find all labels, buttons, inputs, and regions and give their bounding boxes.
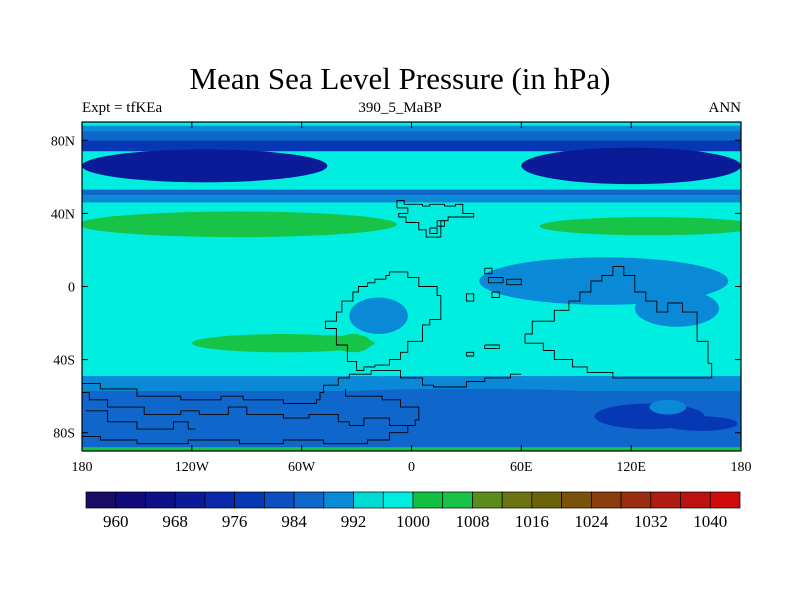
contour-region-north-polar-low-east — [521, 147, 741, 185]
colorbar-box — [353, 491, 384, 509]
contour-region-patch-south-pacific — [649, 399, 687, 415]
coastline-0 — [396, 200, 475, 238]
contour-band-984 — [82, 131, 741, 141]
colorbar-box — [620, 491, 652, 509]
colorbar-box — [650, 491, 681, 509]
lon-tick-label: 60E — [510, 460, 533, 475]
colorbar-box — [145, 491, 176, 509]
colorbar-box — [709, 491, 741, 509]
colorbar-box — [531, 491, 562, 509]
contour-band-976 — [82, 140, 741, 152]
lon-tick-label: 120W — [175, 460, 210, 475]
coastline-5 — [85, 410, 196, 430]
colorbar-label: 1024 — [574, 512, 609, 531]
season-label: ANN — [708, 100, 742, 116]
coastline-7 — [429, 227, 438, 234]
coastline-12 — [491, 291, 500, 298]
colorbar-label: 968 — [162, 512, 188, 531]
plot-title: Mean Sea Level Pressure (in hPa) — [189, 61, 611, 96]
coastline-3 — [82, 370, 522, 404]
lon-tick-label: 120E — [616, 460, 646, 475]
colorbar-box — [501, 491, 533, 509]
contour-region-north-high-west — [82, 211, 397, 238]
contour-band-984 — [82, 189, 741, 196]
colorbar-box — [442, 491, 473, 509]
colorbar-label: 1032 — [634, 512, 668, 531]
coastline-6 — [82, 425, 409, 445]
colorbar: 960 968 976 984 992 1000 1008 1016 1024 1032 1040 — [85, 491, 741, 531]
contour-region-tropical-low-east-tail — [634, 290, 720, 327]
coastline-2 — [524, 265, 713, 379]
colorbar-box — [323, 491, 354, 509]
lon-tick-label: 0 — [408, 460, 415, 475]
map-panel — [81, 121, 742, 452]
colorbar-box — [472, 491, 503, 509]
colorbar-box — [382, 491, 414, 509]
colorbar-label: 1040 — [693, 512, 727, 531]
coastline-15 — [465, 351, 475, 357]
coastline-8 — [436, 220, 445, 227]
experiment-label: Expt = tfKEa — [82, 100, 163, 116]
contour-region-tropical-low-west — [349, 297, 408, 335]
contour-region-north-high-east — [539, 217, 741, 236]
contour-region-north-polar-low-west — [82, 149, 328, 183]
coastline-13 — [465, 293, 475, 302]
lat-tick-label: 80S — [53, 427, 75, 442]
map-axis-ticks: 80N 40N 0 40S 80S 180 120W 60W 0 60E 120E 180 — [51, 122, 752, 475]
contour-band-992 — [82, 195, 741, 203]
colorbar-label: 1016 — [515, 512, 549, 531]
colorbar-box — [85, 491, 117, 509]
contour-region-southern-low-west — [664, 416, 738, 431]
lon-tick-label: 180 — [731, 460, 752, 475]
colorbar-box — [234, 491, 265, 509]
colorbar-box — [115, 491, 146, 509]
lat-tick-label: 40S — [53, 354, 75, 369]
coastline-outlines — [82, 200, 713, 445]
contour-band-992 — [82, 125, 741, 132]
colorbar-box — [264, 491, 295, 509]
colorbar-label: 984 — [281, 512, 307, 531]
colorbar-label: 976 — [222, 512, 248, 531]
coastline-4 — [82, 388, 420, 426]
colorbar-box — [293, 491, 325, 509]
contour-region-south-high-lobe — [334, 334, 372, 353]
colorbar-box — [591, 491, 622, 509]
coastline-11 — [506, 278, 522, 286]
coastline-1 — [325, 271, 442, 372]
lon-tick-label: 60W — [288, 460, 316, 475]
coastline-9 — [484, 267, 493, 275]
colorbar-box — [561, 491, 592, 509]
colorbar-box — [204, 491, 235, 509]
time-period-label: 390_5_MaBP — [358, 100, 442, 116]
colorbar-box — [680, 491, 711, 509]
contour-region-south-high — [191, 334, 375, 353]
lat-tick-label: 0 — [68, 281, 75, 296]
coastline-10 — [487, 276, 504, 284]
lon-tick-label: 180 — [72, 460, 93, 475]
lat-tick-label: 40N — [51, 207, 75, 222]
colorbar-label: 960 — [103, 512, 129, 531]
coastline-14 — [484, 344, 500, 350]
colorbar-label: 992 — [341, 512, 367, 531]
colorbar-box — [412, 491, 444, 509]
colorbar-label: 1000 — [396, 512, 430, 531]
contour-band-992 — [82, 376, 741, 391]
colorbar-label: 1008 — [455, 512, 489, 531]
colorbar-box — [174, 491, 206, 509]
lat-tick-label: 80N — [51, 134, 75, 149]
